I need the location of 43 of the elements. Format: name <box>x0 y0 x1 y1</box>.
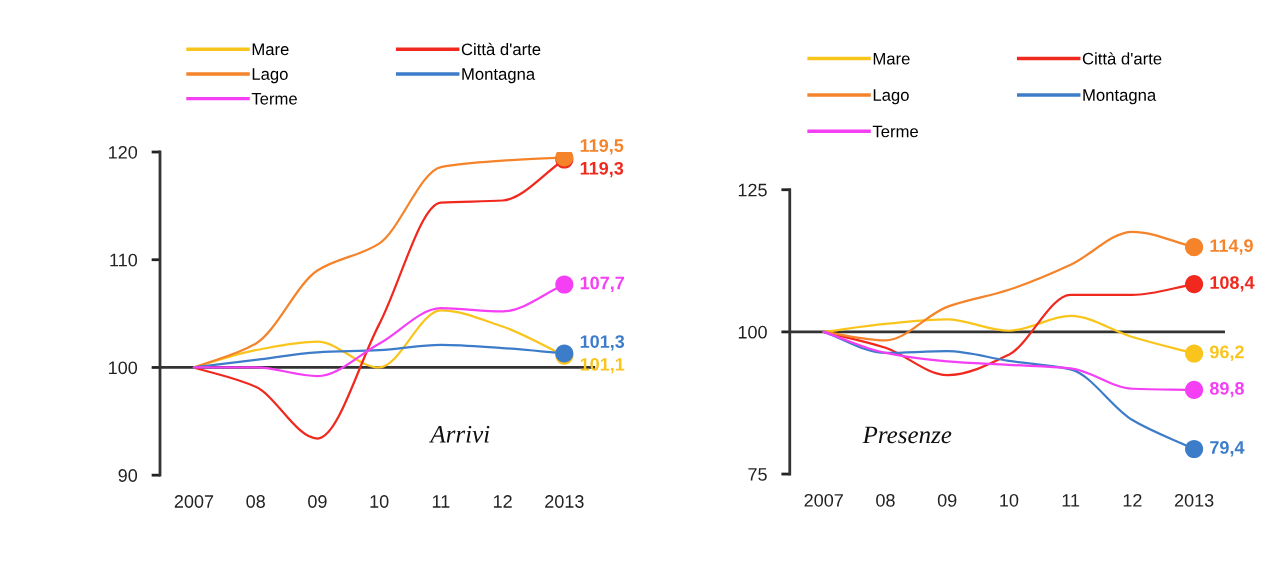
data-label: 101,1 <box>580 357 625 374</box>
x-tick-label: 12 <box>493 495 512 508</box>
legend-label: Montagna <box>1083 89 1157 105</box>
x-tick-label: 11 <box>432 495 450 508</box>
data-label: 89,8 <box>1209 381 1244 398</box>
y-tick-label: 100 <box>109 361 138 375</box>
annotation: Arrivi <box>429 425 490 443</box>
legend-label: Mare <box>252 43 289 56</box>
y-tick-label: 110 <box>110 253 138 267</box>
x-tick-label: 08 <box>876 493 895 507</box>
legend-label: Montagna <box>462 68 536 84</box>
y-tick-label: 125 <box>738 183 767 197</box>
y-tick-label: 75 <box>748 468 767 481</box>
x-tick-label: 10 <box>1000 493 1019 507</box>
x-tick-label: 11 <box>1062 494 1080 507</box>
data-label: 101,3 <box>580 335 625 351</box>
data-label: 114,9 <box>1210 239 1253 255</box>
x-tick-label: 2013 <box>545 495 584 508</box>
data-label: 119,5 <box>580 139 624 155</box>
data-label: 119,3 <box>580 161 624 178</box>
legend-label: Città d'arte <box>461 42 541 56</box>
x-tick-label: 09 <box>937 493 957 507</box>
legend-label: Città d'arte <box>1082 52 1162 65</box>
y-tick-label: 90 <box>118 469 138 482</box>
data-label: 96,2 <box>1210 345 1244 361</box>
legend-label: Lago <box>873 89 909 105</box>
y-tick-label: 120 <box>109 145 138 159</box>
legend-label: Terme <box>251 93 297 105</box>
legend-label: Terme <box>872 125 918 138</box>
y-tick-label: 100 <box>738 325 767 339</box>
x-tick-label: 2007 <box>174 495 214 508</box>
x-tick-label: 12 <box>1123 493 1142 507</box>
data-label: 107,7 <box>580 276 624 292</box>
legend-label: Mare <box>873 52 910 65</box>
annotation: Presenze <box>862 426 952 444</box>
x-tick-label: 2007 <box>804 493 843 507</box>
data-label: 108,4 <box>1210 276 1255 292</box>
data-label: 79,4 <box>1210 441 1245 457</box>
x-tick-label: 09 <box>308 495 327 508</box>
x-tick-label: 10 <box>370 495 389 508</box>
x-tick-label: 08 <box>246 495 265 508</box>
x-tick-label: 2013 <box>1174 493 1214 507</box>
legend-label: Lago <box>252 68 288 84</box>
